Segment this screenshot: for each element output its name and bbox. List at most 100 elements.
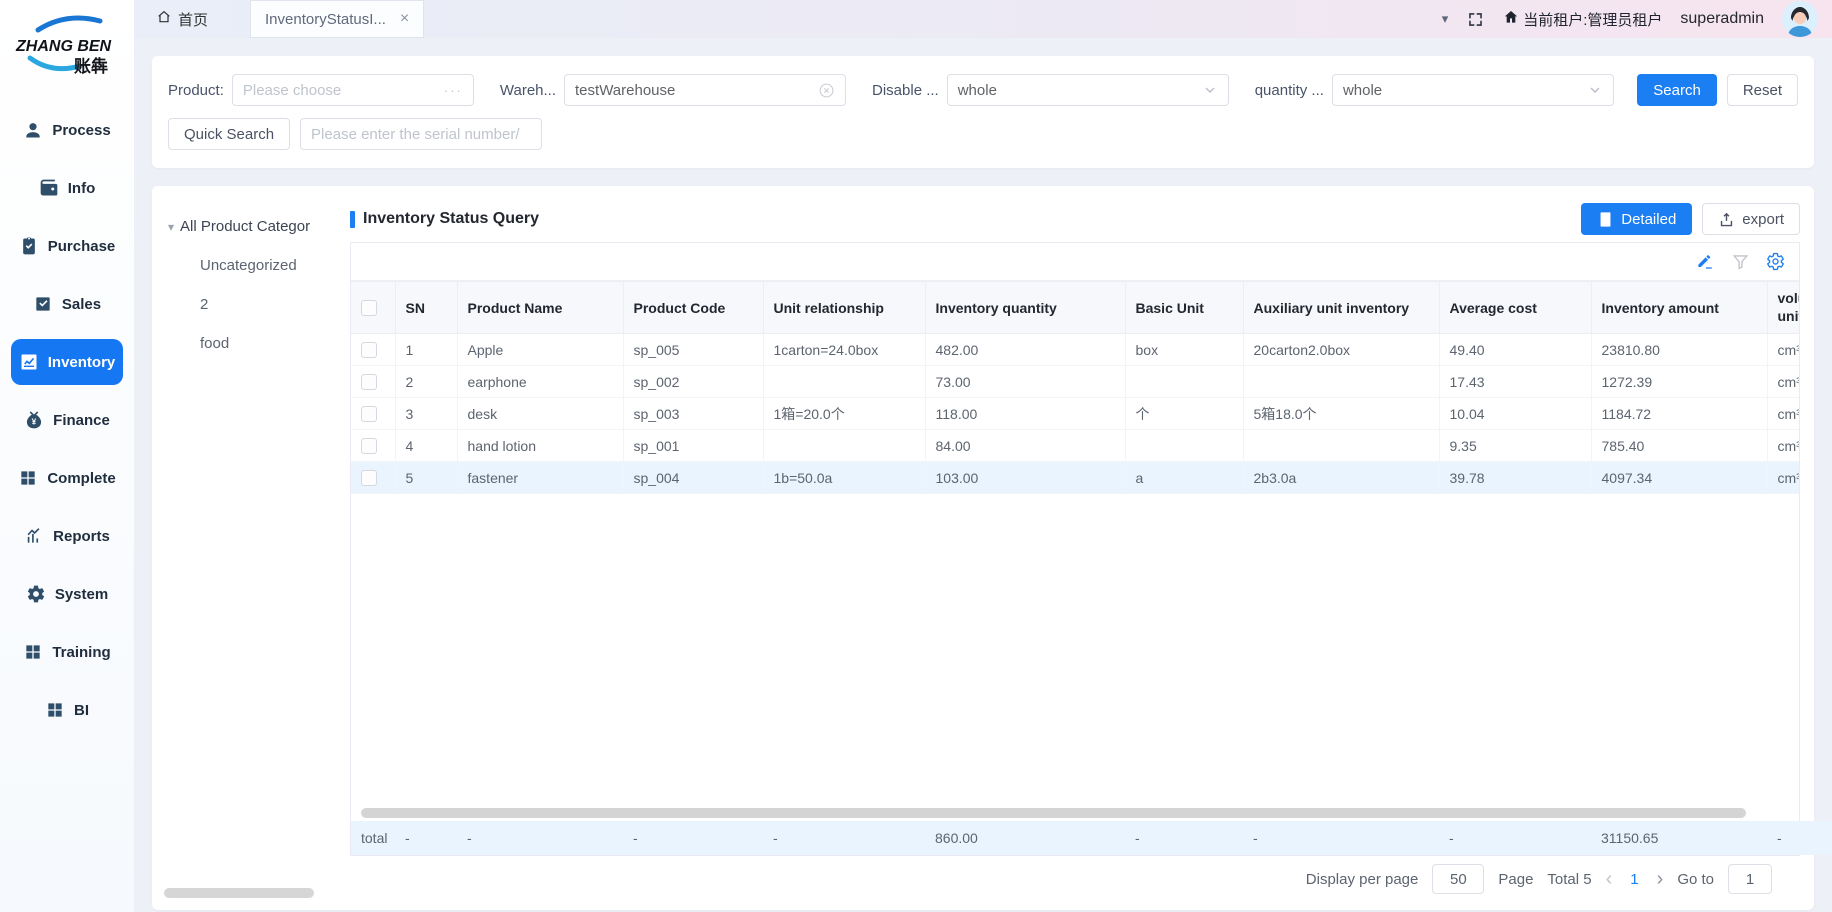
- sidebar-item-inventory[interactable]: Inventory: [11, 339, 123, 385]
- row-checkbox[interactable]: [361, 438, 377, 455]
- quick-search-input[interactable]: [311, 125, 532, 143]
- table-cell: 2b3.0a: [1243, 461, 1440, 494]
- product-picker[interactable]: ···: [231, 74, 474, 106]
- filter-funnel-icon[interactable]: [1731, 252, 1750, 271]
- tree-node[interactable]: Uncategorized: [200, 257, 297, 274]
- table-cell: 4: [395, 429, 458, 462]
- table-cell: a: [1125, 461, 1244, 494]
- pagination: Display per page Page Total 5 ‹ 1 › Go t…: [350, 856, 1800, 902]
- row-checkbox[interactable]: [361, 470, 377, 487]
- fullscreen-icon[interactable]: [1466, 10, 1485, 29]
- grid-icon: [23, 642, 43, 662]
- quick-search-field[interactable]: [300, 118, 543, 150]
- table-scroll-area: SN Product Name Product Code Unit relations…: [351, 281, 1799, 805]
- table-widget: SN Product Name Product Code Unit relations…: [350, 242, 1832, 856]
- topbar-right: ▾ 当前租户:管理员租户 superadmin: [1442, 1, 1832, 37]
- product-input[interactable]: [242, 81, 440, 99]
- row-checkbox[interactable]: [361, 342, 377, 359]
- table-cell: desk: [457, 397, 624, 430]
- caret-down-icon[interactable]: ▾: [1441, 11, 1449, 26]
- table-cell: 5: [395, 461, 458, 494]
- ellipsis-icon[interactable]: ···: [443, 82, 463, 98]
- close-icon[interactable]: ×: [399, 10, 410, 27]
- row-checkbox[interactable]: [361, 406, 377, 423]
- total-cell: -: [763, 821, 925, 855]
- sidebar-item-label: Sales: [61, 295, 102, 313]
- filter-card: Product: ··· Wareh... Disable ... whole …: [152, 56, 1814, 168]
- table-cell: 103.00: [925, 461, 1126, 494]
- sidebar-menu: Process Info Purchase Sales Inventory ¥ Financ…: [0, 101, 134, 739]
- sidebar-item-label: Reports: [53, 527, 110, 545]
- table-cell: Apple: [457, 333, 624, 366]
- clear-circle-icon[interactable]: [818, 82, 835, 99]
- detailed-button[interactable]: Detailed: [1581, 203, 1693, 235]
- table-cell: 118.00: [925, 397, 1126, 430]
- chevron-down-icon: [1202, 82, 1218, 98]
- column-header: volume unit: [1767, 281, 1799, 334]
- sidebar-item-info[interactable]: Info: [11, 165, 123, 211]
- edit-pencil-icon[interactable]: [1696, 252, 1715, 271]
- tenant-label: 当前租户:管理员租户: [1523, 11, 1663, 29]
- chevron-right-icon[interactable]: ›: [1656, 868, 1664, 890]
- sidebar-item-label: System: [54, 585, 109, 603]
- total-cell: -: [1125, 821, 1243, 855]
- select-all-checkbox[interactable]: [361, 300, 377, 317]
- quantity-select[interactable]: whole: [1331, 74, 1614, 106]
- horizontal-scrollbar-thumb[interactable]: [361, 808, 1747, 818]
- svg-text:ZHANG BEN: ZHANG BEN: [15, 38, 112, 55]
- disable-select[interactable]: whole: [946, 74, 1229, 106]
- chevron-left-icon[interactable]: ‹: [1605, 868, 1613, 890]
- goto-page-input[interactable]: [1728, 864, 1772, 894]
- sidebar-item-bi[interactable]: BI: [11, 687, 123, 733]
- sidebar-item-training[interactable]: Training: [11, 629, 123, 675]
- row-checkbox[interactable]: [361, 374, 377, 391]
- warehouse-input[interactable]: [575, 81, 815, 99]
- tab-home[interactable]: 首页: [156, 9, 208, 30]
- tree-node[interactable]: food: [200, 335, 230, 352]
- quick-search-button[interactable]: Quick Search: [168, 118, 291, 150]
- username[interactable]: superadmin: [1680, 10, 1764, 27]
- sidebar-item-finance[interactable]: ¥ Finance: [11, 397, 123, 443]
- export-button[interactable]: export: [1702, 203, 1800, 235]
- row-select-cell: [351, 397, 396, 430]
- search-button[interactable]: Search: [1637, 74, 1717, 106]
- column-header: Average cost: [1439, 281, 1592, 334]
- tree-horizontal-scrollbar-thumb[interactable]: [164, 888, 314, 898]
- grid-icon: [45, 700, 65, 720]
- row-select-cell: [351, 333, 396, 366]
- table-row[interactable]: 5 fastener sp_004 1b=50.0a 103.00 a 2b3.0a 39.7…: [351, 461, 1799, 494]
- table-cell: [1243, 365, 1440, 398]
- table-cell: 1b=50.0a: [763, 461, 926, 494]
- sidebar-item-purchase[interactable]: Purchase: [11, 223, 123, 269]
- settings-gear-icon[interactable]: [1766, 252, 1785, 271]
- current-tenant[interactable]: 当前租户:管理员租户: [1503, 9, 1662, 30]
- tab-inventory-status[interactable]: InventoryStatusI... ×: [250, 0, 425, 38]
- sidebar-item-process[interactable]: Process: [11, 107, 123, 153]
- table-cell: 39.78: [1439, 461, 1592, 494]
- table-row[interactable]: 4 hand lotion sp_001 84.00 9.35 785.40 cm³: [351, 429, 1799, 462]
- chevron-down-icon: [1587, 82, 1603, 98]
- tree-node[interactable]: 2: [200, 296, 209, 313]
- current-page[interactable]: 1: [1630, 870, 1639, 888]
- sidebar-item-sales[interactable]: Sales: [11, 281, 123, 327]
- table-cell: 23810.80: [1591, 333, 1768, 366]
- table-row[interactable]: 2 earphone sp_002 73.00 17.43 1272.39 cm³: [351, 365, 1799, 398]
- warehouse-field[interactable]: [564, 74, 847, 106]
- caret-down-icon[interactable]: ▾: [168, 219, 175, 234]
- row-select-cell: [351, 461, 396, 494]
- user-avatar[interactable]: [1782, 1, 1818, 37]
- table-row[interactable]: 3 desk sp_003 1箱=20.0个 118.00 个 5箱18.0个 10.04 11…: [351, 397, 1799, 430]
- table-row[interactable]: 1 Apple sp_005 1carton=24.0box 482.00 box 20ca…: [351, 333, 1799, 366]
- sidebar-item-reports[interactable]: Reports: [11, 513, 123, 559]
- content-card: ▾ All Product Categor Uncategorized 2 food…: [152, 186, 1832, 910]
- tree-root-all-categories[interactable]: ▾ All Product Categor: [168, 218, 344, 235]
- page-size-input[interactable]: [1432, 864, 1485, 894]
- table-cell: 17.43: [1439, 365, 1592, 398]
- sidebar-item-system[interactable]: System: [11, 571, 123, 617]
- table-cell: 1: [395, 333, 458, 366]
- table-cell: 84.00: [925, 429, 1126, 462]
- quantity-label: quantity ...: [1254, 81, 1324, 99]
- reset-button[interactable]: Reset: [1726, 74, 1798, 106]
- row-select-cell: [351, 365, 396, 398]
- sidebar-item-complete[interactable]: Complete: [11, 455, 123, 501]
